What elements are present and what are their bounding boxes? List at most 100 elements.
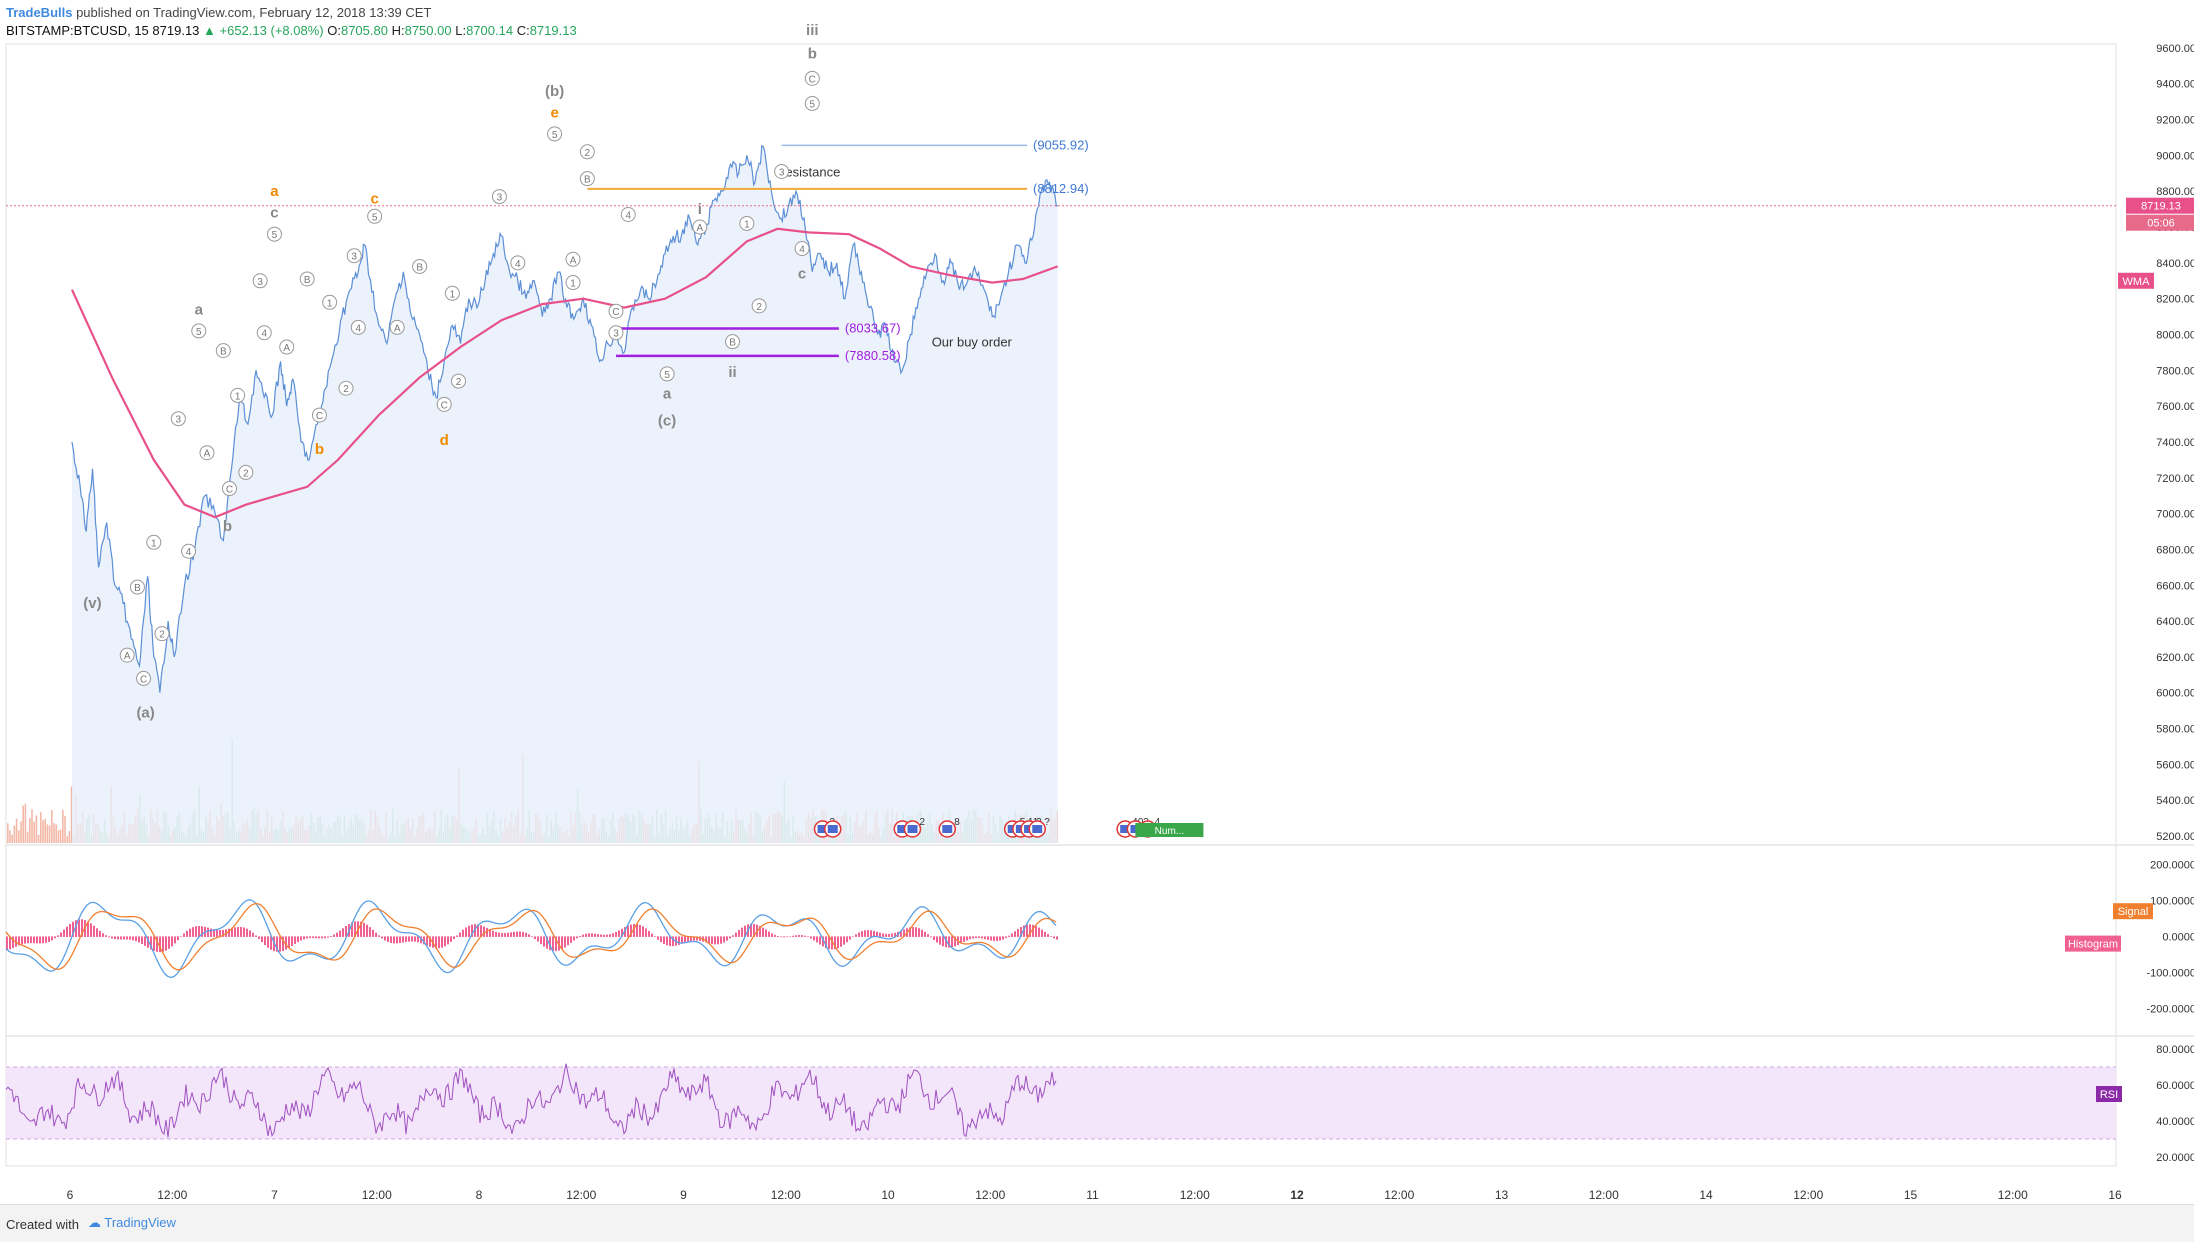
wave-circle [510,255,526,271]
macd-histogram-bar [984,936,986,940]
macd-histogram-bar [537,936,539,942]
publish-info: published on TradingView.com, February 1… [72,5,432,20]
macd-histogram-bar [1017,928,1019,937]
macd-histogram-bar [735,932,737,937]
macd-histogram-bar [120,936,122,940]
macd-histogram-bar [525,932,527,937]
volume-bar [64,816,66,843]
macd-histogram-bar [48,936,50,942]
wave-circle [565,251,581,267]
resistance-label: (8812.94) [1033,181,1089,196]
event-flag-icon[interactable] [817,825,828,833]
wave-circle-label: 4 [515,259,521,270]
macd-histogram-bar [693,936,695,941]
macd-histogram-bar [510,932,512,937]
symbol-name[interactable]: BITSTAMP:BTCUSD, 15 [6,23,149,38]
macd-histogram-bar [585,933,587,937]
macd-histogram-bar [318,936,320,939]
histogram-badge [2065,935,2121,952]
wave-circle-label: 2 [756,302,762,313]
macd-histogram-bar [687,936,689,942]
high-value: 8750.00 [404,23,452,38]
volume-bar [66,836,68,843]
wave-circle [774,164,790,180]
wave-circle-label: A [124,651,131,662]
macd-histogram-bar [342,928,344,937]
macd-histogram-bar [24,936,26,944]
volume-bar [11,834,13,843]
time-tick-label: 12:00 [975,1188,1005,1202]
wave-circle [191,323,207,339]
macd-histogram-bar [555,936,557,952]
open-value: 8705.80 [340,23,388,38]
wave-label: (c) [658,412,676,429]
macd-histogram-bar [303,936,305,940]
wave-circle-label: A [570,255,577,266]
wave-circle-label: 3 [779,168,785,179]
macd-histogram-bar [840,936,842,947]
event-legend-badge[interactable] [1135,823,1204,837]
event-flag-icon[interactable] [907,825,918,833]
macd-histogram-bar [264,936,266,946]
macd-histogram-bar [219,929,221,937]
macd-histogram-bar [1020,927,1022,937]
macd-histogram-bar [762,927,764,937]
macd-histogram-bar [921,929,923,937]
macd-histogram-bar [474,924,476,937]
macd-histogram-bar [339,930,341,937]
price-chart[interactable]: (8812.94) (9055.92) (8033.67) (7880.58) Resi… [0,0,2194,1204]
price-axis[interactable]: 9600.009400.009200.009000.008800.008600.… [2118,43,2194,1164]
macd-histogram-bar [816,936,818,943]
macd-histogram-bar [543,936,545,947]
macd-histogram-bar [93,925,95,937]
event-flag-icon[interactable] [1120,825,1131,833]
macd-histogram-bar [639,924,641,937]
macd-histogram-bar [369,927,371,937]
macd-histogram-bar [327,936,329,938]
wave-circle-label: 4 [356,323,362,334]
macd-histogram-bar [678,936,680,945]
wave-circle [119,647,135,663]
wave-circle [444,285,460,301]
macd-histogram-bar [1050,936,1052,937]
macd-histogram-bar [87,921,89,937]
macd-histogram-bar [138,936,140,943]
wave-label-orange: b [315,441,324,458]
macd-histogram-bar [402,936,404,943]
macd-histogram-bar [99,930,101,937]
macd-histogram-bar [420,936,422,944]
event-flag-icon[interactable] [942,825,953,833]
macd-histogram-bar [627,925,629,937]
macd-histogram-bar [813,936,815,941]
volume-bar [55,824,57,843]
tradingview-logo[interactable]: ☁ TradingView [88,1215,176,1230]
macd-histogram-bar [129,936,131,940]
event-flag-icon[interactable] [897,825,908,833]
time-tick-label: 16 [2108,1188,2122,1202]
author-link[interactable]: TradeBulls [6,5,73,20]
macd-histogram-bar [1008,935,1010,937]
wave-circle [620,206,636,222]
event-flag-icon[interactable] [827,825,838,833]
macd-histogram-bar [933,936,935,941]
macd-histogram-bar [1053,936,1055,939]
macd-histogram-bar [306,936,308,939]
wave-circle-label: C [441,400,448,411]
volume-bar [57,830,60,843]
macd-histogram-bar [195,926,197,937]
time-axis[interactable]: 6 12:00 7 12:00 8 12:00 9 12:00 10 12:00 11 12:00 12… [67,1188,2122,1202]
wave-circle-label: 4 [625,210,631,221]
wave-circle-label: A [204,449,211,460]
wave-circle [230,387,246,403]
macd-histogram-bar [915,927,917,937]
time-tick-label: 13 [1495,1188,1509,1202]
macd-histogram-bar [549,936,551,951]
macd-histogram-bar [498,932,500,937]
wave-circle [389,319,405,335]
wave-circle-label: 4 [261,329,267,340]
macd-histogram-bar [738,929,740,937]
event-markers[interactable]: 3285112?4034Num... [813,817,1204,838]
price-tick-label: 5200.00 [2156,831,2194,843]
event-flag-icon[interactable] [1032,825,1043,833]
macd-histogram-bar [213,929,215,937]
